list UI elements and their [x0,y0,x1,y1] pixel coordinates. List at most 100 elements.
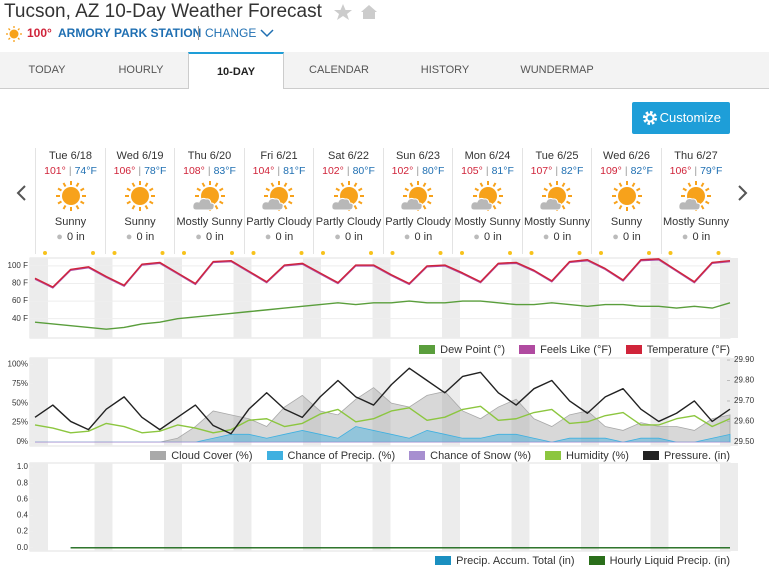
cloud [261,197,284,211]
legend-label: Pressure. (in) [663,450,730,462]
tab[interactable]: TODAY [28,64,66,76]
ray [75,182,79,187]
page-title: Tucson, AZ 10-Day Weather Forecast [4,1,322,22]
high-temp: 105° [461,165,483,177]
station-name[interactable]: ARMORY PARK STATION [58,26,202,40]
temps: 108° | 83°F [175,165,244,177]
legend-item[interactable]: Cloud Cover (%) [150,450,253,462]
ray [700,182,705,187]
temps: 109° | 82°F [592,165,661,177]
sun [61,187,80,205]
sep: | [694,165,698,177]
weather-icon [191,181,225,211]
y-tick-label: 100 F [8,261,29,270]
low-temp: 80°F [352,165,375,177]
legend-item[interactable]: Dew Point (°) [419,344,505,356]
ray [613,200,618,205]
legend-item[interactable]: Pressure. (in) [642,450,730,462]
temps: 102° | 80°F [314,165,383,177]
tab-bar [0,52,769,89]
high-temp: 109° [600,165,622,177]
sun-marker [182,251,186,255]
night-band [164,463,182,551]
weather-icon [330,181,364,211]
day-column: Tue 6/25 107° | 82°F Mostly Sunny ● 0 in [521,148,592,254]
temps: 105° | 81°F [453,165,522,177]
legend-item[interactable]: Precip. Accum. Total (in) [435,555,575,567]
legend-item[interactable]: Humidity (%) [545,450,629,462]
y2-tick-label: 29.50 [734,437,755,446]
customize-label: Customize [659,110,721,125]
high-temp: 104° [252,165,275,177]
night-band [511,463,530,551]
ray [631,205,635,210]
ray [57,187,62,192]
sun-marker [112,251,117,255]
tab[interactable]: CALENDAR [309,64,369,76]
weather-icon [261,181,294,211]
low-temp: 82°F [630,165,653,177]
ray [496,200,501,205]
high-temp: 101° [44,165,66,177]
night-band [233,258,252,338]
legend-swatch [519,345,536,354]
low-temp: 74°F [74,165,97,177]
day-column: Tue 6/18 101° | 74°F Sunny ● 0 in [35,148,105,254]
sep: | [68,165,72,177]
tab[interactable]: HISTORY [420,64,470,76]
line [34,259,731,289]
tab[interactable]: HOURLY [118,64,164,76]
sun-marker [390,251,395,255]
ray [214,182,218,187]
precip: ● 0 in [384,231,453,243]
customize-button[interactable]: Customize [632,102,730,134]
sun-marker [438,251,443,255]
tab[interactable]: WUNDERMAP [520,64,594,76]
prev-arrow[interactable] [14,184,28,202]
ray [700,205,705,210]
y-tick-label: 0.8 [17,478,29,487]
legend-item[interactable]: Chance of Snow (%) [409,450,531,462]
night-band [30,258,48,338]
weather-icon [539,181,572,211]
legend-item[interactable]: Feels Like (°F) [519,344,612,356]
legend-label: Humidity (%) [566,450,629,462]
day-date: Sat 6/22 [328,150,369,162]
y-tick-label: 25% [12,418,28,427]
sun-marker [599,251,603,255]
precip-amount: 0 in [414,231,433,243]
ray [218,187,223,192]
night-band [94,463,113,551]
precip: ● 0 in [453,231,522,243]
tab[interactable]: 10-DAY [188,52,284,89]
precip-amount: 0 in [692,231,711,243]
next-arrow[interactable] [736,184,750,202]
day-date: Tue 6/18 [48,150,92,162]
ray [357,200,362,205]
sun-marker [251,251,256,255]
day-date: Fri 6/21 [260,150,298,162]
sun-marker [160,251,165,255]
legend-item[interactable]: Hourly Liquid Precip. (in) [588,555,730,567]
ray [492,205,496,210]
precip: ● 0 in [314,231,383,243]
condition: Partly Cloudy [385,216,451,228]
ray [218,200,223,205]
ray [62,182,66,187]
night-band [94,258,113,338]
y-tick-label: 0.6 [17,494,29,503]
precip: ● 0 in [592,231,661,243]
change-link[interactable]: CHANGE [198,26,256,40]
night-band [303,463,321,551]
day-column: Wed 6/26 109° | 82°F Sunny ● 0 in [591,148,661,254]
day-date: Thu 6/27 [674,150,718,162]
ray [422,205,427,210]
legend-item[interactable]: Chance of Precip. (%) [266,450,395,462]
temps: 102° | 80°F [384,165,453,177]
ray [79,200,84,205]
legend-item[interactable]: Temperature (°F) [625,344,730,356]
day-date: Wed 6/19 [116,150,164,162]
night-band [303,258,321,338]
night-band [30,463,48,551]
sun [131,187,149,205]
